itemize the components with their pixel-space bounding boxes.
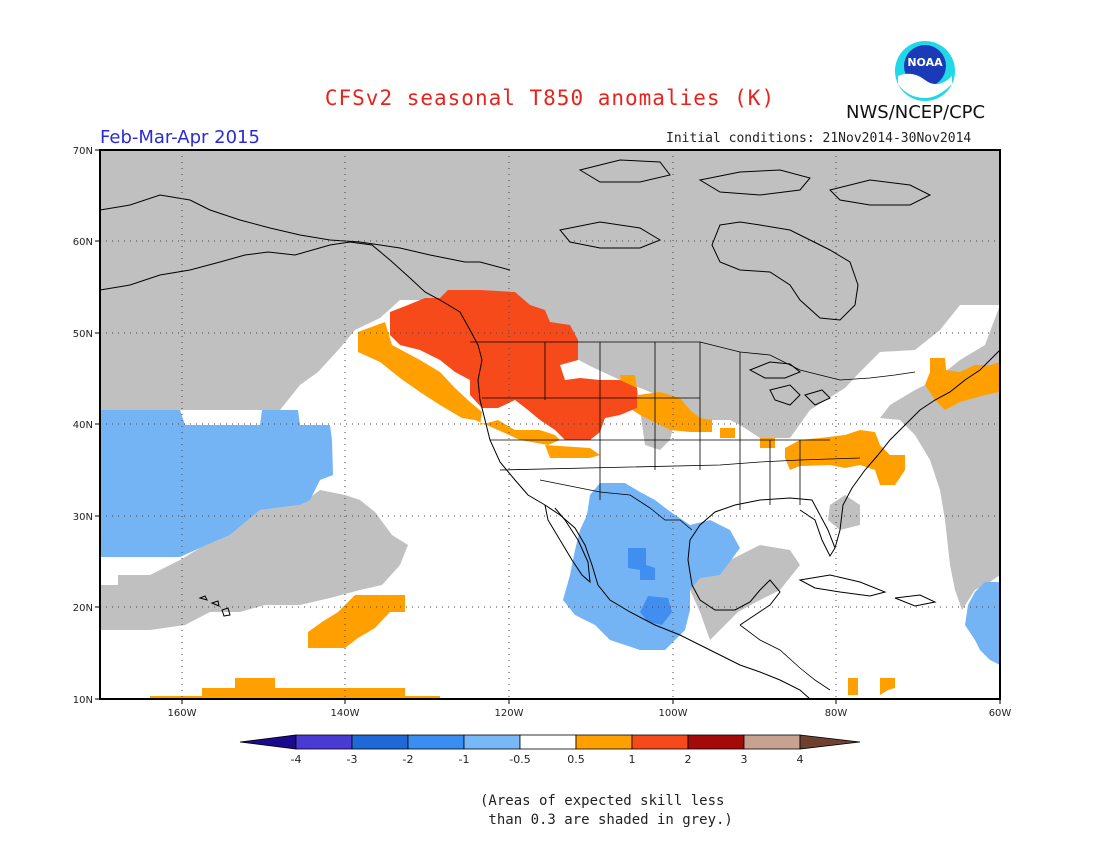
political-borders	[470, 341, 916, 691]
colorbar-tick-label: 0.5	[567, 753, 585, 766]
lat-label: 40N	[73, 420, 93, 431]
lon-label: 60W	[989, 708, 1012, 719]
colorbar-tick-label: 2	[685, 753, 692, 766]
colorbar-tick-label: 4	[797, 753, 804, 766]
colorbar-tick-label: 3	[741, 753, 748, 766]
lat-label: 30N	[73, 512, 93, 523]
colorbar-tick-label: -2	[403, 753, 414, 766]
lat-label: 70N	[73, 146, 93, 157]
colorbar-tick-label: -3	[347, 753, 358, 766]
orange-anomaly-areas	[150, 322, 1000, 699]
colorbar-arrow-right	[799, 734, 861, 750]
forecast-period: Feb-Mar-Apr 2015	[100, 127, 260, 148]
chart-title: CFSv2 seasonal T850 anomalies (K)	[324, 86, 776, 110]
lon-label: 140W	[331, 708, 360, 719]
colorbar-swatch	[463, 734, 521, 750]
colorbar-swatch	[575, 734, 633, 750]
lon-label: 100W	[659, 708, 688, 719]
colorbar-swatch	[295, 734, 353, 750]
agency-label: NWS/NCEP/CPC	[846, 102, 986, 123]
lon-label: 80W	[825, 708, 848, 719]
colorbar-swatch	[351, 734, 409, 750]
colorbar-arrow-left	[239, 734, 297, 750]
colorbar-tick-label: 1	[629, 753, 636, 766]
axis-ticks	[95, 149, 1001, 704]
initial-conditions: Initial conditions: 21Nov2014-30Nov2014	[666, 131, 972, 146]
colorbar-tick-label: -0.5	[509, 753, 530, 766]
colorbar-tick-label: -1	[459, 753, 470, 766]
colorbar-swatch	[687, 734, 745, 750]
colorbar-labels: -4 -3 -2 -1 -0.5 0.5 1 2 3 4	[291, 753, 804, 766]
blue-anomaly-areas	[628, 548, 672, 625]
graticule	[100, 150, 1000, 699]
noaa-logo-icon: NOAA	[895, 41, 955, 101]
colorbar-swatch	[519, 734, 577, 750]
light-blue-anomaly-areas	[100, 410, 1000, 665]
grey-low-skill-areas	[100, 150, 1000, 640]
colorbar-swatch	[631, 734, 689, 750]
colorbar-swatch	[743, 734, 801, 750]
lon-label: 160W	[168, 708, 197, 719]
logo-text: NOAA	[907, 56, 943, 69]
lat-label: 60N	[73, 237, 93, 248]
lat-label: 10N	[73, 695, 93, 706]
lat-label: 50N	[73, 329, 93, 340]
skill-note: (Areas of expected skill less than 0.3 a…	[480, 793, 733, 828]
colorbar-tick-label: -4	[291, 753, 302, 766]
lat-label: 20N	[73, 603, 93, 614]
latitude-labels: 70N 60N 50N 40N 30N 20N 10N	[73, 146, 93, 706]
lon-label: 120W	[495, 708, 524, 719]
colorbar-swatch	[407, 734, 465, 750]
longitude-labels: 160W 140W 120W 100W 80W 60W	[168, 708, 1012, 719]
colorbar	[239, 734, 861, 750]
red-anomaly-areas	[390, 290, 637, 440]
